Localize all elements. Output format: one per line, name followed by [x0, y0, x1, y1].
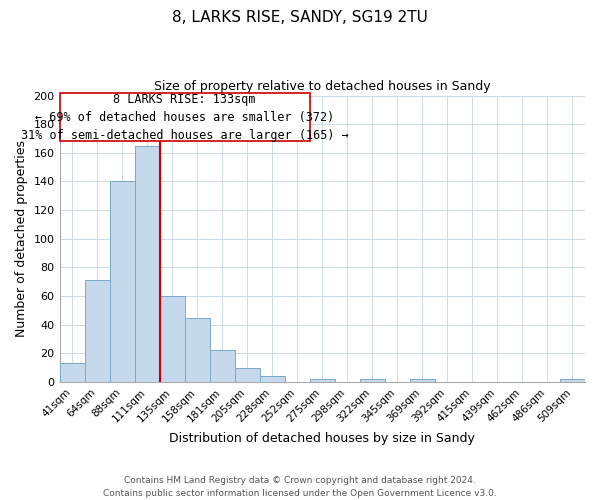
Bar: [85, 280, 110, 382]
Bar: [134, 146, 160, 382]
Bar: [410, 379, 435, 382]
Bar: [59, 364, 85, 382]
Bar: [235, 368, 260, 382]
Bar: [310, 379, 335, 382]
Bar: [209, 350, 235, 382]
Text: 8, LARKS RISE, SANDY, SG19 2TU: 8, LARKS RISE, SANDY, SG19 2TU: [172, 10, 428, 25]
X-axis label: Distribution of detached houses by size in Sandy: Distribution of detached houses by size …: [169, 432, 475, 445]
Bar: [260, 376, 285, 382]
Text: 8 LARKS RISE: 133sqm
← 69% of detached houses are smaller (372)
31% of semi-deta: 8 LARKS RISE: 133sqm ← 69% of detached h…: [21, 92, 349, 142]
Bar: [160, 296, 185, 382]
Bar: [360, 379, 385, 382]
Bar: [560, 379, 585, 382]
Title: Size of property relative to detached houses in Sandy: Size of property relative to detached ho…: [154, 80, 491, 93]
Bar: [110, 182, 134, 382]
Y-axis label: Number of detached properties: Number of detached properties: [15, 140, 28, 338]
Text: Contains HM Land Registry data © Crown copyright and database right 2024.
Contai: Contains HM Land Registry data © Crown c…: [103, 476, 497, 498]
Bar: [185, 318, 209, 382]
